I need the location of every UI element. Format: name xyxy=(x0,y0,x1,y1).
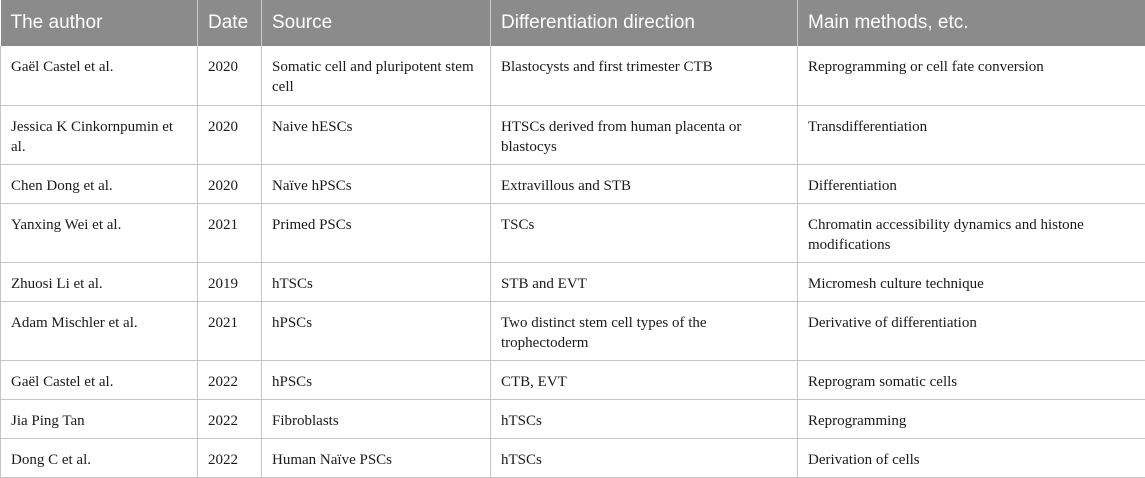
cell-date: 2020 xyxy=(198,164,262,203)
cell-source: Primed PSCs xyxy=(262,203,491,262)
cell-author: Yanxing Wei et al. xyxy=(1,203,198,262)
table-row: Gaël Castel et al. 2022 hPSCs CTB, EVT R… xyxy=(1,360,1145,399)
cell-direction: hTSCs xyxy=(491,399,798,438)
cell-author: Adam Mischler et al. xyxy=(1,301,198,360)
cell-source: Naïve hPSCs xyxy=(262,164,491,203)
table-header: The author Date Source Differentiation d… xyxy=(1,0,1145,46)
cell-direction: STB and EVT xyxy=(491,262,798,301)
cell-date: 2020 xyxy=(198,105,262,164)
cell-methods: Reprogram somatic cells xyxy=(798,360,1145,399)
cell-methods: Micromesh culture technique xyxy=(798,262,1145,301)
cell-methods: Derivative of differentiation xyxy=(798,301,1145,360)
table-row: Gaël Castel et al. 2020 Somatic cell and… xyxy=(1,46,1145,105)
table-row: Jessica K Cinkornpumin et al. 2020 Naive… xyxy=(1,105,1145,164)
cell-methods: Chromatin accessibility dynamics and his… xyxy=(798,203,1145,262)
header-direction: Differentiation direction xyxy=(491,0,798,46)
cell-source: Somatic cell and pluripotent stem cell xyxy=(262,46,491,105)
header-author: The author xyxy=(1,0,198,46)
cell-source: Human Naïve PSCs xyxy=(262,438,491,477)
table-row: Zhuosi Li et al. 2019 hTSCs STB and EVT … xyxy=(1,262,1145,301)
cell-direction: TSCs xyxy=(491,203,798,262)
cell-date: 2020 xyxy=(198,46,262,105)
table-row: Jia Ping Tan 2022 Fibroblasts hTSCs Repr… xyxy=(1,399,1145,438)
cell-date: 2021 xyxy=(198,203,262,262)
cell-author: Jessica K Cinkornpumin et al. xyxy=(1,105,198,164)
cell-author: Jia Ping Tan xyxy=(1,399,198,438)
table-row: Chen Dong et al. 2020 Naïve hPSCs Extrav… xyxy=(1,164,1145,203)
cell-date: 2019 xyxy=(198,262,262,301)
table-row: Dong C et al. 2022 Human Naïve PSCs hTSC… xyxy=(1,438,1145,477)
cell-methods: Derivation of cells xyxy=(798,438,1145,477)
cell-date: 2022 xyxy=(198,360,262,399)
header-methods: Main methods, etc. xyxy=(798,0,1145,46)
cell-source: Fibroblasts xyxy=(262,399,491,438)
cell-direction: Blastocysts and first trimester CTB xyxy=(491,46,798,105)
cell-author: Chen Dong et al. xyxy=(1,164,198,203)
cell-source: hPSCs xyxy=(262,360,491,399)
cell-source: hTSCs xyxy=(262,262,491,301)
cell-direction: HTSCs derived from human placenta or bla… xyxy=(491,105,798,164)
table-row: Yanxing Wei et al. 2021 Primed PSCs TSCs… xyxy=(1,203,1145,262)
table-row: Adam Mischler et al. 2021 hPSCs Two dist… xyxy=(1,301,1145,360)
cell-author: Zhuosi Li et al. xyxy=(1,262,198,301)
cell-direction: Extravillous and STB xyxy=(491,164,798,203)
cell-direction: CTB, EVT xyxy=(491,360,798,399)
cell-methods: Differentiation xyxy=(798,164,1145,203)
cell-methods: Transdifferentiation xyxy=(798,105,1145,164)
table-body: Gaël Castel et al. 2020 Somatic cell and… xyxy=(1,46,1145,477)
cell-date: 2022 xyxy=(198,438,262,477)
cell-author: Dong C et al. xyxy=(1,438,198,477)
cell-date: 2022 xyxy=(198,399,262,438)
header-row: The author Date Source Differentiation d… xyxy=(1,0,1145,46)
cell-direction: Two distinct stem cell types of the trop… xyxy=(491,301,798,360)
cell-source: Naive hESCs xyxy=(262,105,491,164)
cell-author: Gaël Castel et al. xyxy=(1,46,198,105)
cell-date: 2021 xyxy=(198,301,262,360)
cell-methods: Reprogramming or cell fate conversion xyxy=(798,46,1145,105)
cell-source: hPSCs xyxy=(262,301,491,360)
header-source: Source xyxy=(262,0,491,46)
cell-author: Gaël Castel et al. xyxy=(1,360,198,399)
cell-methods: Reprogramming xyxy=(798,399,1145,438)
cell-direction: hTSCs xyxy=(491,438,798,477)
header-date: Date xyxy=(198,0,262,46)
